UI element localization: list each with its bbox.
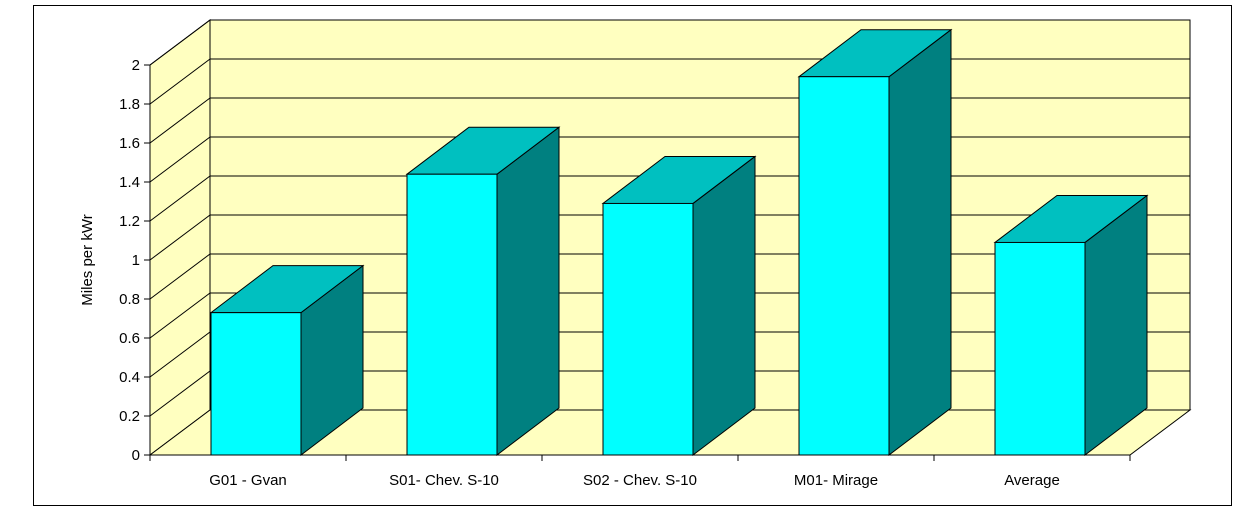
y-tick-label: 0.2 — [119, 408, 140, 425]
y-tick-label: 1 — [132, 252, 140, 269]
bar-side-face — [693, 156, 755, 455]
bar-side-face — [889, 30, 951, 455]
y-tick-label: 0.8 — [119, 291, 140, 308]
y-tick-label: 0 — [132, 447, 140, 464]
y-tick-label: 1.2 — [119, 213, 140, 230]
bar — [995, 195, 1147, 455]
x-tick-label: M01- Mirage — [794, 472, 878, 489]
y-tick-label: 1.8 — [119, 96, 140, 113]
x-tick-label: Average — [1004, 472, 1060, 489]
bar — [799, 30, 951, 455]
x-tick-label: S02 - Chev. S-10 — [583, 472, 697, 489]
bar-front-face — [603, 203, 693, 455]
bar — [407, 127, 559, 455]
bar — [603, 156, 755, 455]
bar-front-face — [995, 242, 1085, 455]
x-tick-label: G01 - Gvan — [209, 472, 287, 489]
bar-front-face — [407, 174, 497, 455]
y-tick-label: 0.4 — [119, 369, 140, 386]
y-tick-label: 2 — [132, 57, 140, 74]
bar-front-face — [211, 313, 301, 455]
y-tick-label: 1.4 — [119, 174, 140, 191]
x-tick-label: S01- Chev. S-10 — [389, 472, 499, 489]
bar-front-face — [799, 77, 889, 455]
y-tick-label: 0.6 — [119, 330, 140, 347]
y-tick-label: 1.6 — [119, 135, 140, 152]
y-axis-label: Miles per kWr — [79, 214, 96, 305]
bar-side-face — [497, 127, 559, 455]
